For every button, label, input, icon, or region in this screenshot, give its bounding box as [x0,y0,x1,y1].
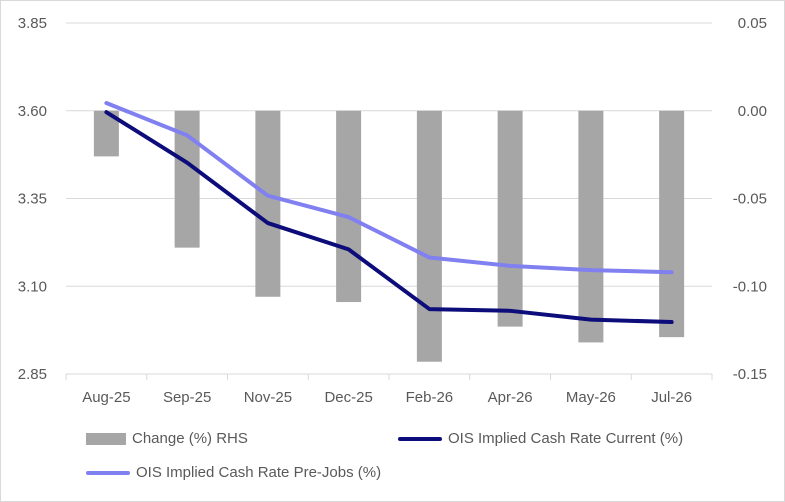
line-ois-current [104,110,674,325]
legend-label-current: OIS Implied Cash Rate Current (%) [448,430,684,447]
legend-swatch-change [86,432,126,445]
left-axis-tick-label: 3.35 [18,191,47,208]
legend-item-prejobs: OIS Implied Cash Rate Pre-Jobs (%) [86,464,381,481]
x-axis-tick-label: Feb-26 [406,389,454,406]
x-axis-tick-label: Sep-25 [163,389,211,406]
right-axis-tick-label: -0.15 [733,366,767,383]
x-axis-tick-label: Apr-26 [488,389,533,406]
right-axis-tick-label: 0.00 [738,103,767,120]
legend-item-change: Change (%) RHS [86,430,248,447]
x-axis-tick-label: May-26 [566,389,616,406]
legend-swatch-prejobs [86,470,130,475]
right-axis-tick-label: -0.10 [733,278,767,295]
right-axis-tick-label: -0.05 [733,191,767,208]
legend-label-change: Change (%) RHS [132,430,248,447]
x-axis-tick-label: Nov-25 [244,389,292,406]
left-axis-tick-label: 3.60 [18,103,47,120]
bar-change-jul-26 [659,110,685,338]
x-axis-tick-label: Jul-26 [651,389,692,406]
left-axis-tick-label: 2.85 [18,366,47,383]
left-axis-tick-label: 3.10 [18,278,47,295]
right-axis-tick-label: 0.05 [738,15,767,32]
bar-change-dec-25 [336,110,362,303]
bar-change-may-26 [578,110,604,343]
bar-change-nov-25 [255,110,281,297]
legend-item-current: OIS Implied Cash Rate Current (%) [398,430,683,447]
x-axis-tick-label: Dec-25 [324,389,372,406]
left-axis-tick-label: 3.85 [18,15,47,32]
line-ois-prejobs [104,101,674,275]
legend-swatch-current [398,436,442,441]
x-axis-tick-label: Aug-25 [82,389,130,406]
legend-label-prejobs: OIS Implied Cash Rate Pre-Jobs (%) [136,464,382,481]
bar-change-feb-26 [416,110,442,362]
bar-change-apr-26 [497,110,523,327]
